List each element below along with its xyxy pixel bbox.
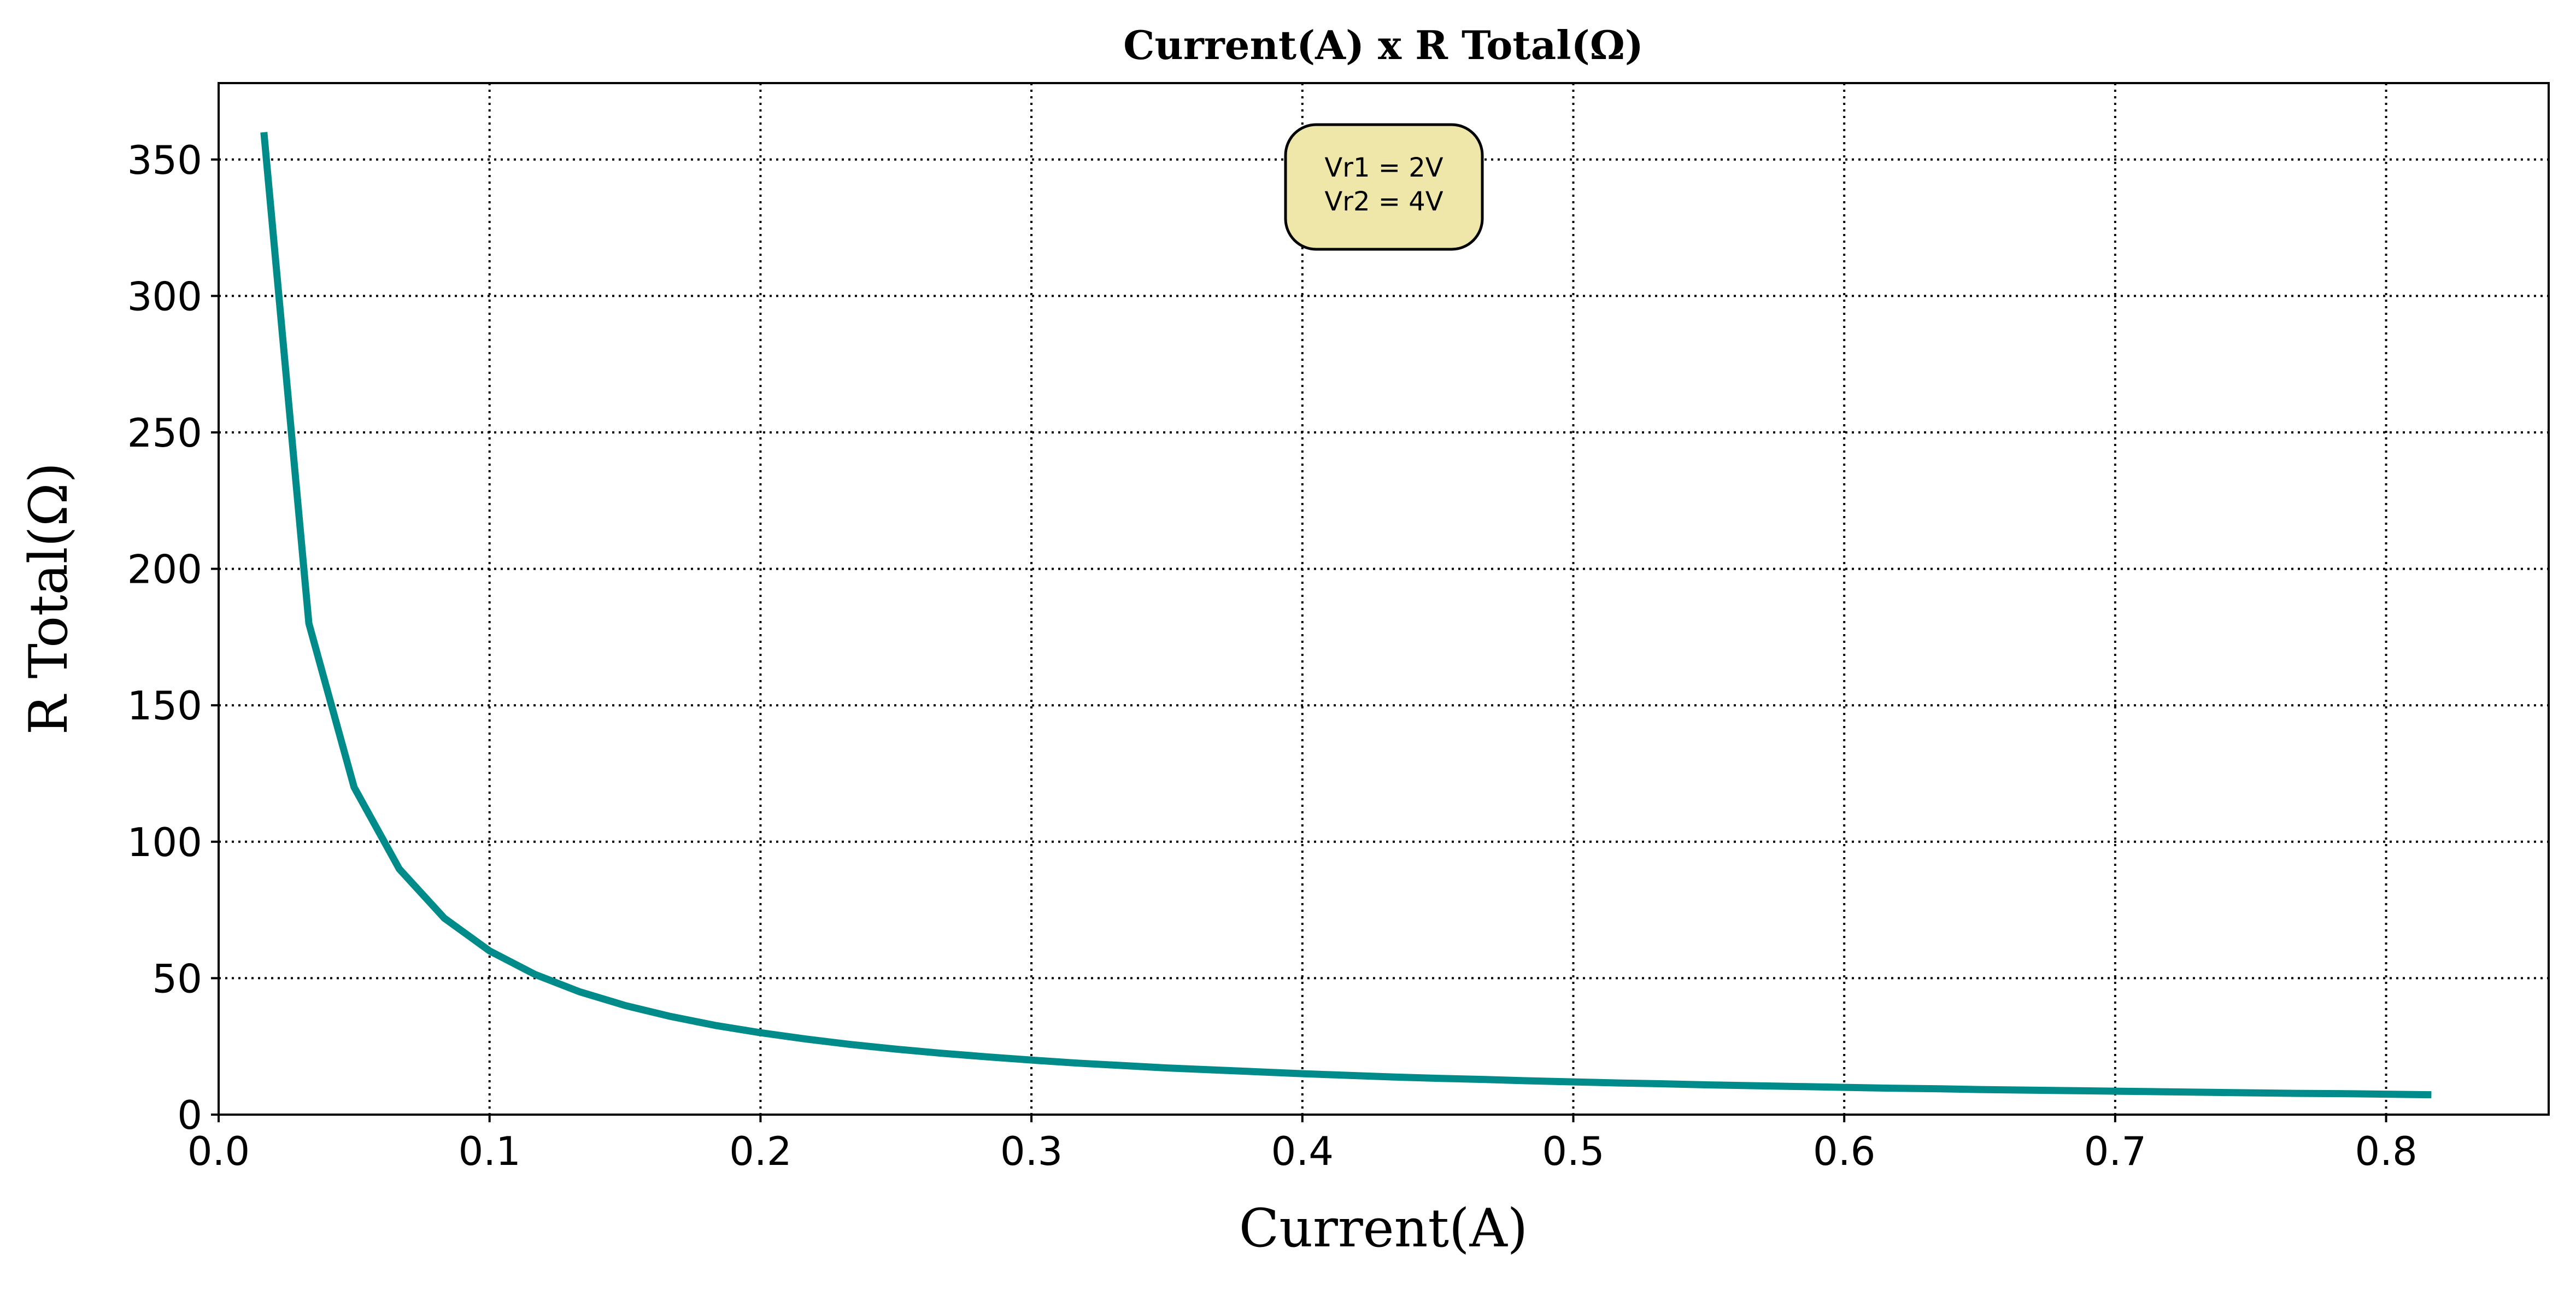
x-tick-label: 0.4 — [1271, 1128, 1334, 1174]
y-tick-label: 300 — [127, 273, 202, 319]
plot-frame — [218, 82, 2550, 1116]
annotation-line-2: Vr2 = 4V — [1324, 186, 1443, 217]
annotation-line-1: Vr1 = 2V — [1324, 153, 1443, 183]
series-layer — [260, 132, 2432, 1099]
y-tick-label: 350 — [127, 137, 202, 183]
annotation-background — [1284, 123, 1484, 251]
x-tick-label: 0.1 — [458, 1128, 521, 1174]
y-tick-label: 250 — [127, 410, 202, 456]
x-tick-label: 0.2 — [729, 1128, 792, 1174]
chart-title: Current(A) x R Total(Ω) — [1123, 22, 1644, 68]
x-tick-label: 0.0 — [187, 1128, 250, 1174]
y-tick-label: 100 — [127, 819, 202, 865]
x-tick-label: 0.5 — [1542, 1128, 1605, 1174]
annotation-box: Vr1 = 2V Vr2 = 4V — [1284, 123, 1484, 251]
grid — [219, 83, 2549, 1115]
x-tick-label: 0.3 — [1000, 1128, 1063, 1174]
x-tick-label: 0.8 — [2355, 1128, 2417, 1174]
x-tick-label: 0.6 — [1813, 1128, 1876, 1174]
series-line — [260, 132, 2432, 1099]
x-tick-label: 0.7 — [2084, 1128, 2147, 1174]
x-axis-label: Current(A) — [1239, 1198, 1528, 1259]
y-tick-label: 200 — [127, 547, 202, 593]
y-axis-label: R Total(Ω) — [18, 462, 79, 735]
ticks: 0.0 0.1 0.2 0.3 0.4 0.5 0.6 0.7 0.8 0 50 100 150 200 2… — [127, 137, 2417, 1174]
y-tick-label: 50 — [152, 956, 202, 1001]
y-tick-label: 150 — [127, 683, 202, 729]
y-tick-label: 0 — [177, 1092, 202, 1138]
